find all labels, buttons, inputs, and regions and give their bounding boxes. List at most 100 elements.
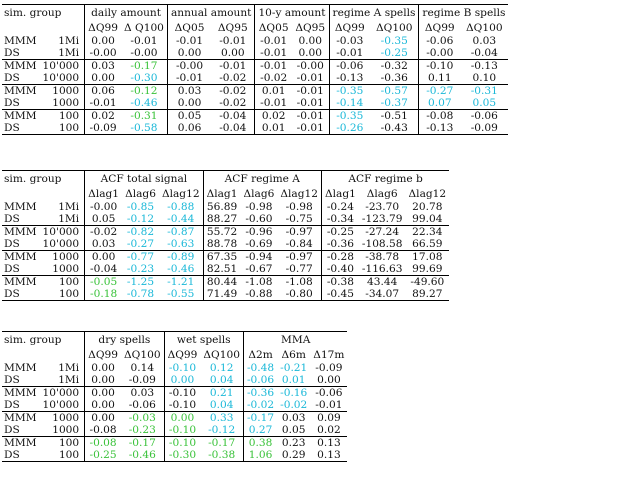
- table-row: MMM 1Mi 0.00 0.14 -0.10 0.12 -0.48 -0.21 -0.09: [2, 362, 347, 374]
- value-cell: 0.00: [84, 35, 121, 47]
- table-row: DS 10'000 0.00 -0.06 -0.10 0.04 -0.02 -0.02 -0.0…: [2, 399, 347, 412]
- value-cell: 0.05: [84, 213, 123, 226]
- value-cell: -0.30: [163, 449, 201, 462]
- model-cell: DS: [4, 97, 20, 109]
- sub-header: ΔQ100: [124, 349, 161, 361]
- value-cell: -0.09: [460, 122, 509, 135]
- table-row: MMM 10'000 0.03 -0.17 -0.00 -0.01 -0.01 -0.00 -0…: [2, 59, 509, 72]
- value-cell: 0.09: [310, 411, 348, 424]
- value-cell: 0.23: [277, 436, 311, 449]
- value-cell: -0.09: [315, 362, 343, 374]
- value-cell: -0.01: [166, 72, 212, 85]
- value-cell: -0.12: [208, 424, 236, 436]
- value-cell: -0.10: [163, 362, 201, 374]
- span-header: daily amount: [84, 4, 168, 20]
- value-cell: -0.17: [121, 59, 168, 72]
- value-cell: 0.00: [84, 411, 121, 424]
- value-cell: -0.80: [277, 288, 322, 301]
- daily-annual-spells-table: sim. group daily amount annual amount 10…: [2, 4, 509, 135]
- value-cell: -0.01: [84, 97, 121, 110]
- model-cell: MMM: [2, 275, 40, 288]
- value-cell: -0.13: [418, 122, 461, 135]
- value-cell: -0.60: [245, 213, 273, 225]
- value-cell: 20.78: [412, 201, 443, 213]
- value-cell: 67.35: [202, 250, 241, 263]
- value-cell: -0.00: [130, 47, 158, 59]
- table-row: DS 1Mi -0.00 -0.00 0.00 0.00 -0.01 0.00 -0.01 -0.…: [2, 47, 508, 60]
- sub-header: ΔQ100: [466, 22, 503, 34]
- value-cell: 0.27: [242, 424, 278, 437]
- span-header: 10-y amount: [254, 4, 329, 20]
- value-cell: 0.05: [281, 424, 306, 436]
- value-cell: -0.57: [370, 84, 419, 97]
- value-cell: 0.10: [472, 72, 497, 84]
- value-cell: -0.08: [84, 424, 121, 437]
- model-cell: MMM: [2, 59, 40, 72]
- value-cell: -23.70: [365, 201, 400, 213]
- span-header: wet spells: [163, 331, 244, 347]
- sub-header: ΔQ99: [163, 347, 201, 362]
- sub-header: ΔQ05: [254, 20, 292, 35]
- sub-header: ΔQ99: [328, 20, 371, 35]
- table-row: MMM 1000 0.00 -0.77 -0.89 67.35 -0.94 -0.97 -0.2…: [2, 250, 450, 263]
- model-cell: MMM: [2, 225, 40, 238]
- value-cell: 80.44: [202, 275, 241, 288]
- sample-size-cell: 1Mi: [58, 35, 80, 47]
- sub-header: Δlag1: [320, 186, 359, 201]
- value-cell: -0.37: [380, 97, 408, 109]
- value-cell: -0.45: [320, 288, 359, 301]
- value-cell: -0.10: [163, 436, 201, 449]
- value-cell: -0.01: [254, 47, 292, 60]
- value-cell: 0.01: [254, 84, 292, 97]
- model-cell: DS: [4, 374, 20, 386]
- value-cell: -1.21: [158, 275, 204, 288]
- value-cell: -0.01: [296, 97, 324, 109]
- value-cell: -0.06: [328, 59, 371, 72]
- table-row: DS 1Mi 0.00 -0.09 0.00 0.04 -0.06 0.01 0.00: [2, 374, 347, 387]
- value-cell: -0.04: [470, 47, 498, 59]
- model-cell: MMM: [4, 201, 37, 213]
- value-cell: 0.05: [472, 97, 497, 109]
- value-cell: 0.13: [310, 436, 348, 449]
- sample-size-cell: 1000: [39, 250, 85, 263]
- sample-size-cell: 100: [39, 122, 85, 135]
- value-cell: -0.23: [128, 424, 156, 436]
- value-cell: -0.25: [84, 449, 121, 462]
- value-cell: -0.58: [121, 122, 168, 135]
- value-cell: -0.09: [128, 374, 156, 386]
- value-cell: -0.75: [285, 213, 313, 225]
- value-cell: 0.05: [166, 109, 212, 122]
- value-cell: -0.18: [84, 288, 123, 301]
- value-cell: -0.00: [84, 47, 121, 60]
- value-cell: -0.00: [166, 59, 212, 72]
- value-cell: -0.98: [245, 201, 273, 213]
- sub-header: Δlag12: [408, 188, 447, 200]
- value-cell: -0.98: [285, 201, 313, 213]
- value-cell: 43.44: [358, 275, 406, 288]
- value-cell: -0.48: [242, 362, 278, 374]
- value-cell: -0.10: [163, 399, 201, 412]
- value-cell: 0.02: [317, 424, 341, 436]
- value-cell: -0.13: [328, 72, 371, 85]
- value-cell: -0.97: [277, 225, 322, 238]
- value-cell: -0.26: [328, 122, 371, 135]
- value-cell: -0.34: [320, 213, 359, 226]
- value-cell: -0.16: [277, 386, 311, 399]
- span-header: ACF total signal: [84, 170, 204, 186]
- value-cell: -0.94: [240, 250, 278, 263]
- value-cell: 0.03: [84, 238, 123, 251]
- model-cell: DS: [4, 238, 20, 250]
- value-cell: -0.88: [167, 201, 195, 213]
- value-cell: -0.78: [122, 288, 159, 301]
- value-cell: -0.32: [370, 59, 419, 72]
- value-cell: -0.24: [320, 201, 359, 213]
- sub-header: Δlag6: [125, 188, 156, 200]
- value-cell: -0.27: [126, 238, 155, 250]
- value-cell: 0.33: [200, 411, 244, 424]
- value-cell: 0.04: [209, 399, 234, 411]
- sample-size-cell: 1000: [39, 84, 85, 97]
- value-cell: 0.00: [298, 47, 323, 59]
- value-cell: 0.00: [84, 250, 123, 263]
- value-cell: -0.14: [328, 97, 371, 110]
- value-cell: -0.89: [158, 250, 204, 263]
